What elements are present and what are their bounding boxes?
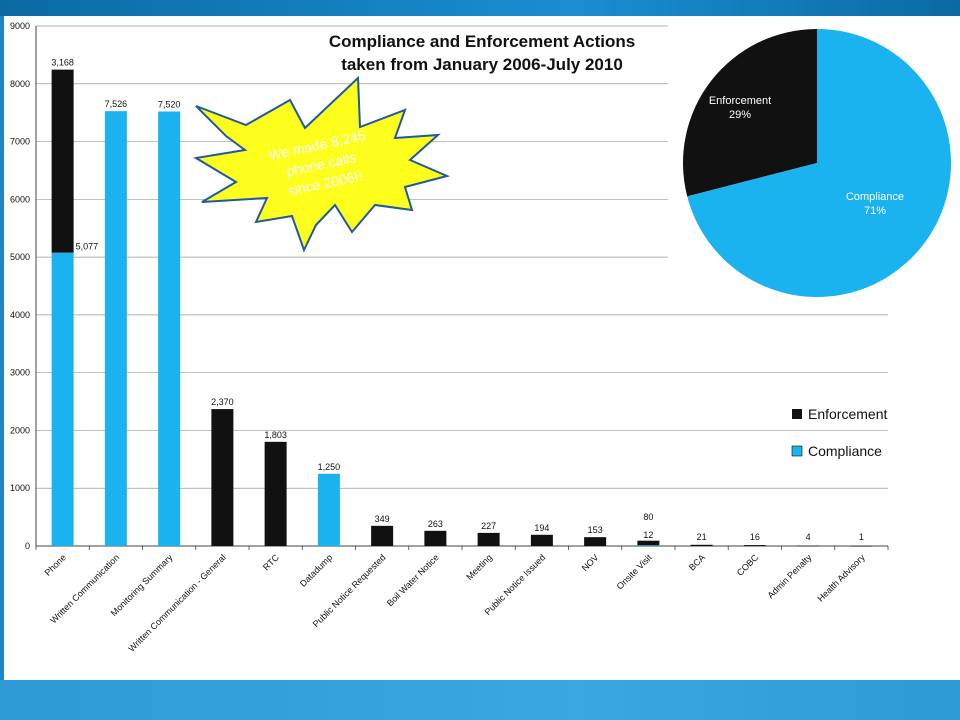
bar-compliance bbox=[158, 111, 181, 546]
bar-value-label: 1,803 bbox=[264, 430, 287, 440]
bar-value-label: 349 bbox=[375, 514, 390, 524]
bar-value-label: 21 bbox=[697, 532, 707, 542]
starburst-annotation: We made 8,245 phone calls since 2006!! bbox=[193, 75, 451, 253]
pie-label-compliance-pct: 71% bbox=[864, 205, 886, 217]
bar-enforcement bbox=[690, 544, 713, 546]
x-tick-label: BCA bbox=[687, 552, 707, 572]
bar-enforcement bbox=[530, 534, 553, 546]
slide-top-banner bbox=[0, 0, 960, 16]
x-tick-label: RTC bbox=[261, 552, 281, 572]
pie-label-enforcement-pct: 29% bbox=[729, 109, 751, 121]
bar-enforcement bbox=[264, 441, 287, 546]
bar-value-label: 263 bbox=[428, 519, 443, 529]
x-tick-label: Admin Penalty bbox=[765, 552, 813, 600]
y-tick-label: 6000 bbox=[10, 194, 30, 204]
bar-enforcement bbox=[637, 540, 660, 546]
chart-title-line2: taken from January 2006-July 2010 bbox=[341, 55, 623, 74]
slide-left-edge bbox=[0, 16, 4, 680]
y-tick-label: 2000 bbox=[10, 425, 30, 435]
bar-value-label: 1 bbox=[859, 532, 864, 542]
y-tick-label: 3000 bbox=[10, 368, 30, 378]
bar-value-label: 7,520 bbox=[158, 100, 181, 110]
bar-value-label: 153 bbox=[588, 525, 603, 535]
bar-value-label: 2,370 bbox=[211, 397, 234, 407]
bar-enforcement bbox=[477, 532, 500, 546]
bar-enforcement bbox=[371, 525, 394, 546]
bar-compliance bbox=[51, 252, 74, 546]
bar-value-labels: 3,168 5,077 7,526 7,520 2,370 1,803 1,250 349 26… bbox=[51, 58, 864, 542]
bar-value-label: 80 bbox=[643, 512, 653, 522]
bar-value-label: 5,077 bbox=[76, 242, 99, 252]
y-tick-label: 5000 bbox=[10, 252, 30, 262]
pie-chart: Enforcement 29% Compliance 71% bbox=[668, 16, 952, 304]
legend-label-enforcement: Enforcement bbox=[808, 406, 887, 422]
bar-value-label: 12 bbox=[643, 530, 653, 540]
legend-label-compliance: Compliance bbox=[808, 443, 882, 459]
chart-title-line1: Compliance and Enforcement Actions bbox=[329, 32, 635, 51]
bar-value-label: 3,168 bbox=[51, 58, 74, 68]
bar-value-label: 1,250 bbox=[318, 462, 341, 472]
bar-value-label: 16 bbox=[750, 532, 760, 542]
y-tick-label: 0 bbox=[25, 541, 30, 551]
x-tick-label: Written Communication - General bbox=[126, 552, 227, 653]
pie-slice-compliance bbox=[687, 29, 951, 297]
legend-swatch-enforcement bbox=[792, 409, 802, 419]
bar-layer bbox=[51, 69, 873, 547]
pie-label-compliance-name: Compliance bbox=[846, 191, 904, 203]
x-tick-label: Health Advisory bbox=[816, 552, 868, 604]
bar-enforcement bbox=[850, 545, 873, 547]
y-tick-labels: 0 1000 2000 3000 4000 5000 6000 7000 8000 9000 bbox=[10, 21, 30, 551]
bar-enforcement bbox=[51, 69, 74, 253]
bar-compliance bbox=[637, 545, 660, 546]
x-tick-label: Phone bbox=[43, 552, 68, 577]
x-tick-label: Onsite Visit bbox=[615, 552, 654, 591]
y-tick-label: 9000 bbox=[10, 21, 30, 31]
bar-compliance bbox=[317, 473, 340, 546]
x-tick-label: Public Notice Issued bbox=[483, 552, 548, 617]
pie-slice-enforcement bbox=[683, 29, 817, 197]
bar-enforcement bbox=[424, 530, 447, 546]
x-tick-label: NOV bbox=[580, 552, 601, 573]
y-tick-label: 4000 bbox=[10, 310, 30, 320]
x-tick-label: Boil Water Notice bbox=[385, 552, 441, 608]
x-tick-label: COBC bbox=[735, 552, 761, 578]
bar-value-label: 4 bbox=[806, 532, 811, 542]
legend-swatch-compliance bbox=[791, 445, 803, 457]
bar-compliance bbox=[104, 111, 127, 547]
pie-label-enforcement-name: Enforcement bbox=[709, 95, 771, 107]
y-tick-label: 1000 bbox=[10, 483, 30, 493]
y-tick-label: 8000 bbox=[10, 79, 30, 89]
bar-value-label: 227 bbox=[481, 521, 496, 531]
x-tick-label: Datadump bbox=[298, 552, 334, 588]
x-tick-label: Meeting bbox=[464, 552, 494, 582]
bar-enforcement bbox=[584, 537, 607, 546]
slide-bottom-banner bbox=[0, 680, 960, 720]
bar-value-label: 7,526 bbox=[105, 99, 128, 109]
bar-enforcement bbox=[743, 545, 766, 546]
bar-enforcement bbox=[211, 409, 234, 546]
bar-enforcement bbox=[797, 545, 820, 547]
starburst-shape bbox=[193, 75, 451, 253]
y-tick-label: 7000 bbox=[10, 137, 30, 147]
bar-value-label: 194 bbox=[534, 523, 549, 533]
